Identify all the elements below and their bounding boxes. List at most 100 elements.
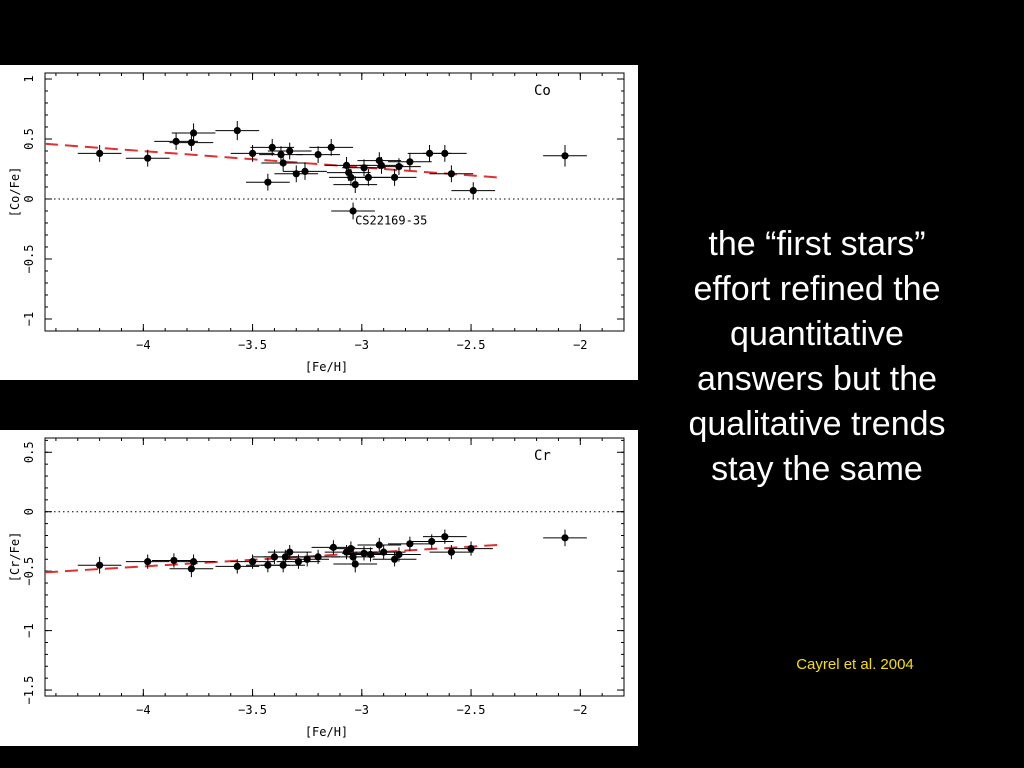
cr-chart-panel: −4 −3.5 −3 −2.5 −2 −1.5 −1 −0.5 0 0.5 [Fe/H] [Cr/Fe… [0,430,638,746]
data-point [377,158,421,175]
data-point [342,546,386,561]
cr-abundance-chart: −4 −3.5 −3 −2.5 −2 −1.5 −1 −0.5 0 0.5 [Fe/H] [Cr/Fe… [8,437,625,739]
data-point [388,153,432,171]
caption-line: answers but the [696,360,938,398]
y-tick-label: 0 [22,195,36,202]
x-axis-label: [Fe/H] [305,725,348,739]
point-marker [428,537,436,546]
point-marker [351,181,359,189]
point-marker [327,143,335,151]
x-tick-label: −3 [355,338,369,352]
point-marker [286,548,294,556]
data-point [171,123,216,143]
point-marker [349,207,357,215]
point-marker [294,558,303,566]
data-point [285,552,330,567]
co-abundance-chart: −4 −3.5 −3 −2.5 −2 −1 −0.5 0 0.5 1 [Fe/H] [Co/Fe] Co… [8,72,625,374]
x-tick-label: −2 [573,338,587,352]
data-point [333,176,378,193]
x-tick-label: −3.5 [238,703,267,717]
data-point [171,554,216,569]
y-tick-label: −0.5 [22,245,36,274]
point-marker [360,549,368,557]
data-point [77,556,122,574]
point-marker [395,163,403,171]
point-marker [144,558,152,566]
data-point [125,554,170,569]
element-label: Cr [534,448,551,464]
caption-line: effort refined the [693,270,941,308]
data-point [543,145,587,167]
y-axis-label: [Co/Fe] [8,167,22,218]
point-marker [301,167,309,175]
point-marker [248,149,257,157]
point-marker [467,544,475,553]
point-marker [264,178,272,186]
x-tick-label: −2 [573,703,587,717]
point-marker [441,149,449,157]
data-point [215,121,260,141]
point-marker [364,173,372,181]
slide-caption: the “first stars” effort refined the qua… [640,222,994,492]
data-point [125,149,170,167]
y-axis-label: [Cr/Fe] [8,532,22,583]
element-label: Co [534,83,551,99]
point-marker [279,159,287,167]
y-tick-label: 0.5 [22,128,36,150]
data-point [331,202,375,220]
point-marker [292,170,300,178]
caption-line: qualitative trends [688,405,946,443]
point-marker [380,548,388,556]
data-point [333,555,378,573]
point-annotation: CS22169-35 [355,214,427,228]
point-marker [189,558,198,566]
plot-frame [44,437,625,697]
point-marker [281,553,289,561]
data-point [422,529,467,544]
data-point [274,165,319,183]
point-marker [286,147,294,155]
data-point [152,553,196,568]
point-marker [441,533,449,541]
point-marker [170,556,178,565]
data-point [283,163,327,180]
point-marker [248,558,257,566]
caption-line: the “first stars” [708,225,926,263]
data-point [342,159,386,177]
point-marker [390,173,399,181]
point-marker [406,540,414,548]
point-marker [447,170,455,178]
point-marker [377,161,386,169]
data-point [77,145,122,162]
data-point [429,165,474,183]
point-marker [406,158,414,166]
data-point [267,142,312,160]
data-point [451,182,496,199]
point-marker [395,550,403,559]
point-marker [469,187,477,195]
point-marker [233,127,241,135]
x-tick-label: −4 [136,338,150,352]
data-point [250,139,295,156]
point-marker [390,555,399,563]
x-tick-label: −2.5 [457,703,486,717]
y-tick-label: 0.5 [22,441,36,463]
y-tick-label: −0.5 [22,557,36,586]
point-marker [233,562,241,571]
data-point [422,145,467,162]
data-point [246,173,290,191]
point-marker [96,149,104,157]
data-point [372,552,417,567]
y-tick-label: 1 [22,75,36,82]
point-marker [366,550,375,559]
data-point [309,139,354,156]
caption-line: stay the same [711,450,923,488]
point-marker [351,560,359,568]
data-point [377,547,421,562]
point-marker [329,543,338,551]
point-marker [314,553,322,561]
x-axis-label: [Fe/H] [305,360,348,374]
caption-line: quantitative [730,315,904,353]
x-tick-label: −3 [355,703,369,717]
point-marker [561,152,569,160]
